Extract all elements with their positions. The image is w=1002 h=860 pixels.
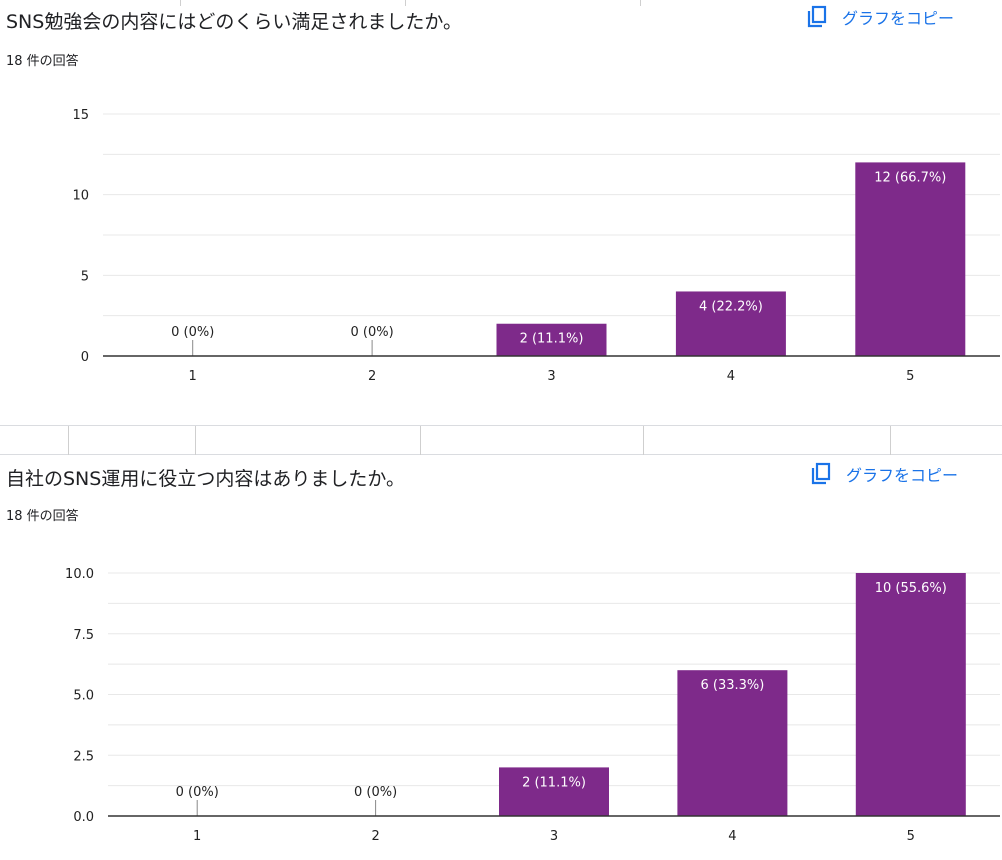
- bar: [677, 670, 788, 816]
- x-tick-label: 3: [550, 829, 558, 844]
- copy-chart-button[interactable]: グラフをコピー: [810, 462, 958, 486]
- divider: [405, 0, 406, 6]
- data-label: 0 (0%): [176, 785, 219, 800]
- bar-chart-2: 0.0 2.5 5.0 7.5 10.0 0 (0%) 1 0 (0%) 2 2 (11.1%) 3…: [65, 567, 1000, 844]
- y-tick-label: 15: [72, 108, 89, 123]
- question-title: 自社のSNS運用に役立つ内容はありましたか。: [6, 468, 405, 490]
- x-tick-label: 2: [371, 829, 379, 844]
- x-tick-label: 2: [368, 369, 376, 384]
- x-tick-label: 4: [728, 829, 736, 844]
- y-tick-label: 7.5: [73, 628, 94, 643]
- response-count: 18 件の回答: [6, 509, 79, 524]
- y-tick-label: 5.0: [73, 689, 94, 704]
- x-tick-label: 5: [906, 369, 914, 384]
- y-tick-label: 2.5: [73, 749, 94, 764]
- divider: [420, 426, 421, 456]
- bar: [855, 162, 966, 356]
- copy-icon: [811, 462, 831, 485]
- divider: [890, 426, 891, 456]
- divider: [640, 0, 641, 6]
- bar: [675, 291, 786, 356]
- panel-separator: [0, 425, 1002, 456]
- y-tick-label: 10.0: [65, 567, 94, 582]
- divider: [195, 426, 196, 456]
- data-label: 10 (55.6%): [875, 581, 947, 596]
- divider: [180, 0, 181, 6]
- chart-panel-2: 自社のSNS運用に役立つ内容はありましたか。 18 件の回答 グラフをコピー 0…: [0, 455, 1002, 860]
- bar-chart-1: 0 5 10 15 0 (0%) 1 0 (0%) 2 2 (11.1%) 3 4 (22.2%) 4…: [72, 108, 1000, 384]
- bar: [499, 767, 609, 816]
- divider: [643, 426, 644, 456]
- copy-chart-label: グラフをコピー: [842, 9, 955, 28]
- data-label: 6 (33.3%): [700, 678, 764, 693]
- copy-chart-button[interactable]: グラフをコピー: [806, 5, 954, 29]
- divider: [68, 426, 69, 456]
- x-tick-label: 3: [547, 369, 555, 384]
- y-tick-label: 5: [81, 269, 89, 284]
- response-count: 18 件の回答: [6, 54, 79, 69]
- chart-panel-1: SNS勉強会の内容にはどのくらい満足されましたか。 18 件の回答 グラフをコピ…: [0, 0, 1002, 425]
- copy-chart-label: グラフをコピー: [846, 466, 959, 485]
- data-label: 2 (11.1%): [520, 332, 584, 347]
- data-label: 0 (0%): [354, 785, 397, 800]
- x-tick-label: 5: [907, 829, 915, 844]
- data-label: 4 (22.2%): [699, 299, 763, 314]
- y-tick-label: 10: [72, 189, 89, 204]
- copy-icon: [807, 5, 827, 28]
- y-tick-label: 0.0: [73, 810, 94, 825]
- data-label: 0 (0%): [351, 325, 394, 340]
- x-tick-label: 4: [727, 369, 735, 384]
- x-tick-label: 1: [189, 369, 197, 384]
- data-label: 0 (0%): [171, 325, 214, 340]
- data-label: 2 (11.1%): [522, 775, 586, 790]
- bar: [855, 573, 966, 816]
- question-title: SNS勉強会の内容にはどのくらい満足されましたか。: [6, 11, 462, 33]
- bar: [496, 323, 607, 356]
- x-tick-label: 1: [193, 829, 201, 844]
- data-label: 12 (66.7%): [874, 170, 946, 185]
- y-tick-label: 0: [81, 350, 89, 365]
